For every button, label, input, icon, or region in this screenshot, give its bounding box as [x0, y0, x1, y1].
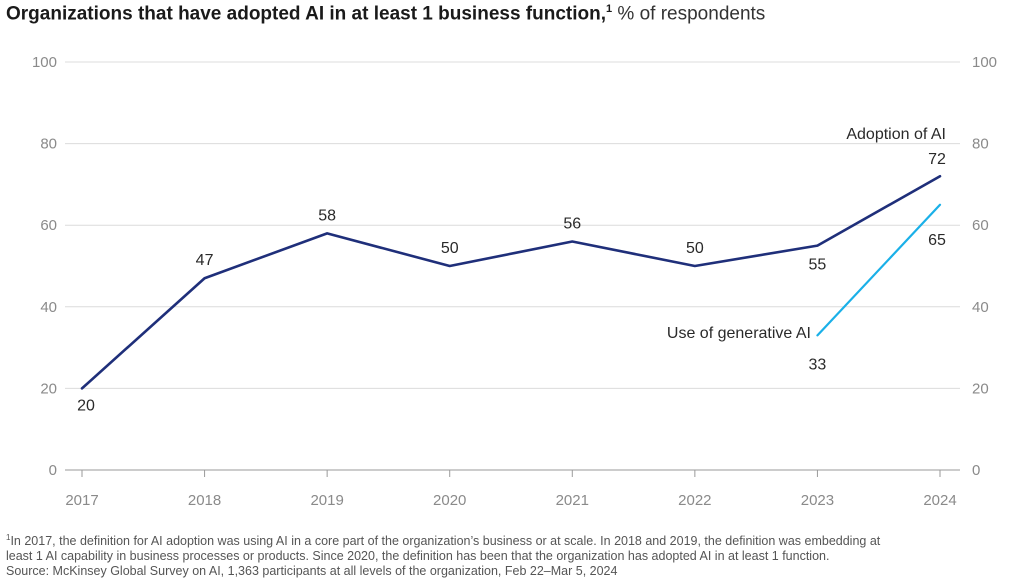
data-label: 55 [809, 257, 827, 274]
series-line-adoption-of-ai [80, 174, 942, 390]
data-label: 33 [809, 356, 827, 373]
x-tick-label: 2021 [556, 492, 589, 509]
data-label: 47 [196, 252, 214, 269]
data-labels: 20 47 58 50 56 50 55 72 33 65 Adoption of AI Use of… [77, 126, 946, 414]
y-tick-label-right: 60 [972, 217, 989, 234]
chart-title-row: Organizations that have adopted AI in at… [6, 3, 765, 25]
footnote-marker: 1 [6, 533, 11, 542]
y-tick-label-right: 20 [972, 380, 989, 397]
y-tick-label-left: 40 [40, 299, 57, 316]
x-tick-label: 2024 [923, 492, 956, 509]
data-label: 72 [928, 151, 946, 168]
source-note: Source: McKinsey Global Survey on AI, 1,… [6, 564, 618, 579]
data-label: 56 [563, 216, 581, 233]
footnotes: 1In 2017, the definition for AI adoption… [6, 530, 1018, 579]
x-tick-label: 2022 [678, 492, 711, 509]
series-lines [80, 174, 942, 390]
data-label: 20 [77, 397, 95, 414]
chart-title: Organizations that have adopted AI in at… [6, 3, 607, 25]
y-tick-label-right: 40 [972, 299, 989, 316]
gridlines: 0 0 20 20 40 40 60 60 80 80 100 100 [32, 54, 997, 479]
y-tick-label-left: 20 [40, 380, 57, 397]
y-tick-label-left: 100 [32, 54, 57, 71]
footnote-text-1: In 2017, the definition for AI adoption … [10, 534, 881, 549]
footnote-line-2: least 1 AI capability in business proces… [6, 549, 830, 564]
chart-title-footnote-marker: 1 [606, 3, 613, 15]
data-label: 65 [928, 232, 946, 249]
data-label: 58 [318, 207, 336, 224]
x-tick-label: 2018 [188, 492, 221, 509]
x-axis: 2017 2018 2019 2020 2021 2022 2023 2024 [65, 470, 957, 509]
footnote-line-1: 1In 2017, the definition for AI adoption… [6, 530, 1018, 549]
y-tick-label-left: 60 [40, 217, 57, 234]
y-tick-label-left: 0 [49, 462, 57, 479]
data-label: 50 [441, 240, 459, 257]
x-tick-label: 2017 [65, 492, 98, 509]
series-name-use-of-generative-ai: Use of generative AI [667, 325, 811, 342]
x-tick-label: 2020 [433, 492, 466, 509]
data-label: 50 [686, 240, 704, 257]
y-tick-label-right: 80 [972, 136, 989, 153]
y-tick-label-right: 0 [972, 462, 980, 479]
series-name-adoption-of-ai: Adoption of AI [846, 126, 946, 143]
series-line-use-of-generative-ai [816, 203, 942, 337]
x-tick-label: 2023 [801, 492, 834, 509]
x-tick-label: 2019 [310, 492, 343, 509]
y-tick-label-right: 100 [972, 54, 997, 71]
y-tick-label-left: 80 [40, 136, 57, 153]
chart-subtitle: % of respondents [617, 3, 766, 25]
